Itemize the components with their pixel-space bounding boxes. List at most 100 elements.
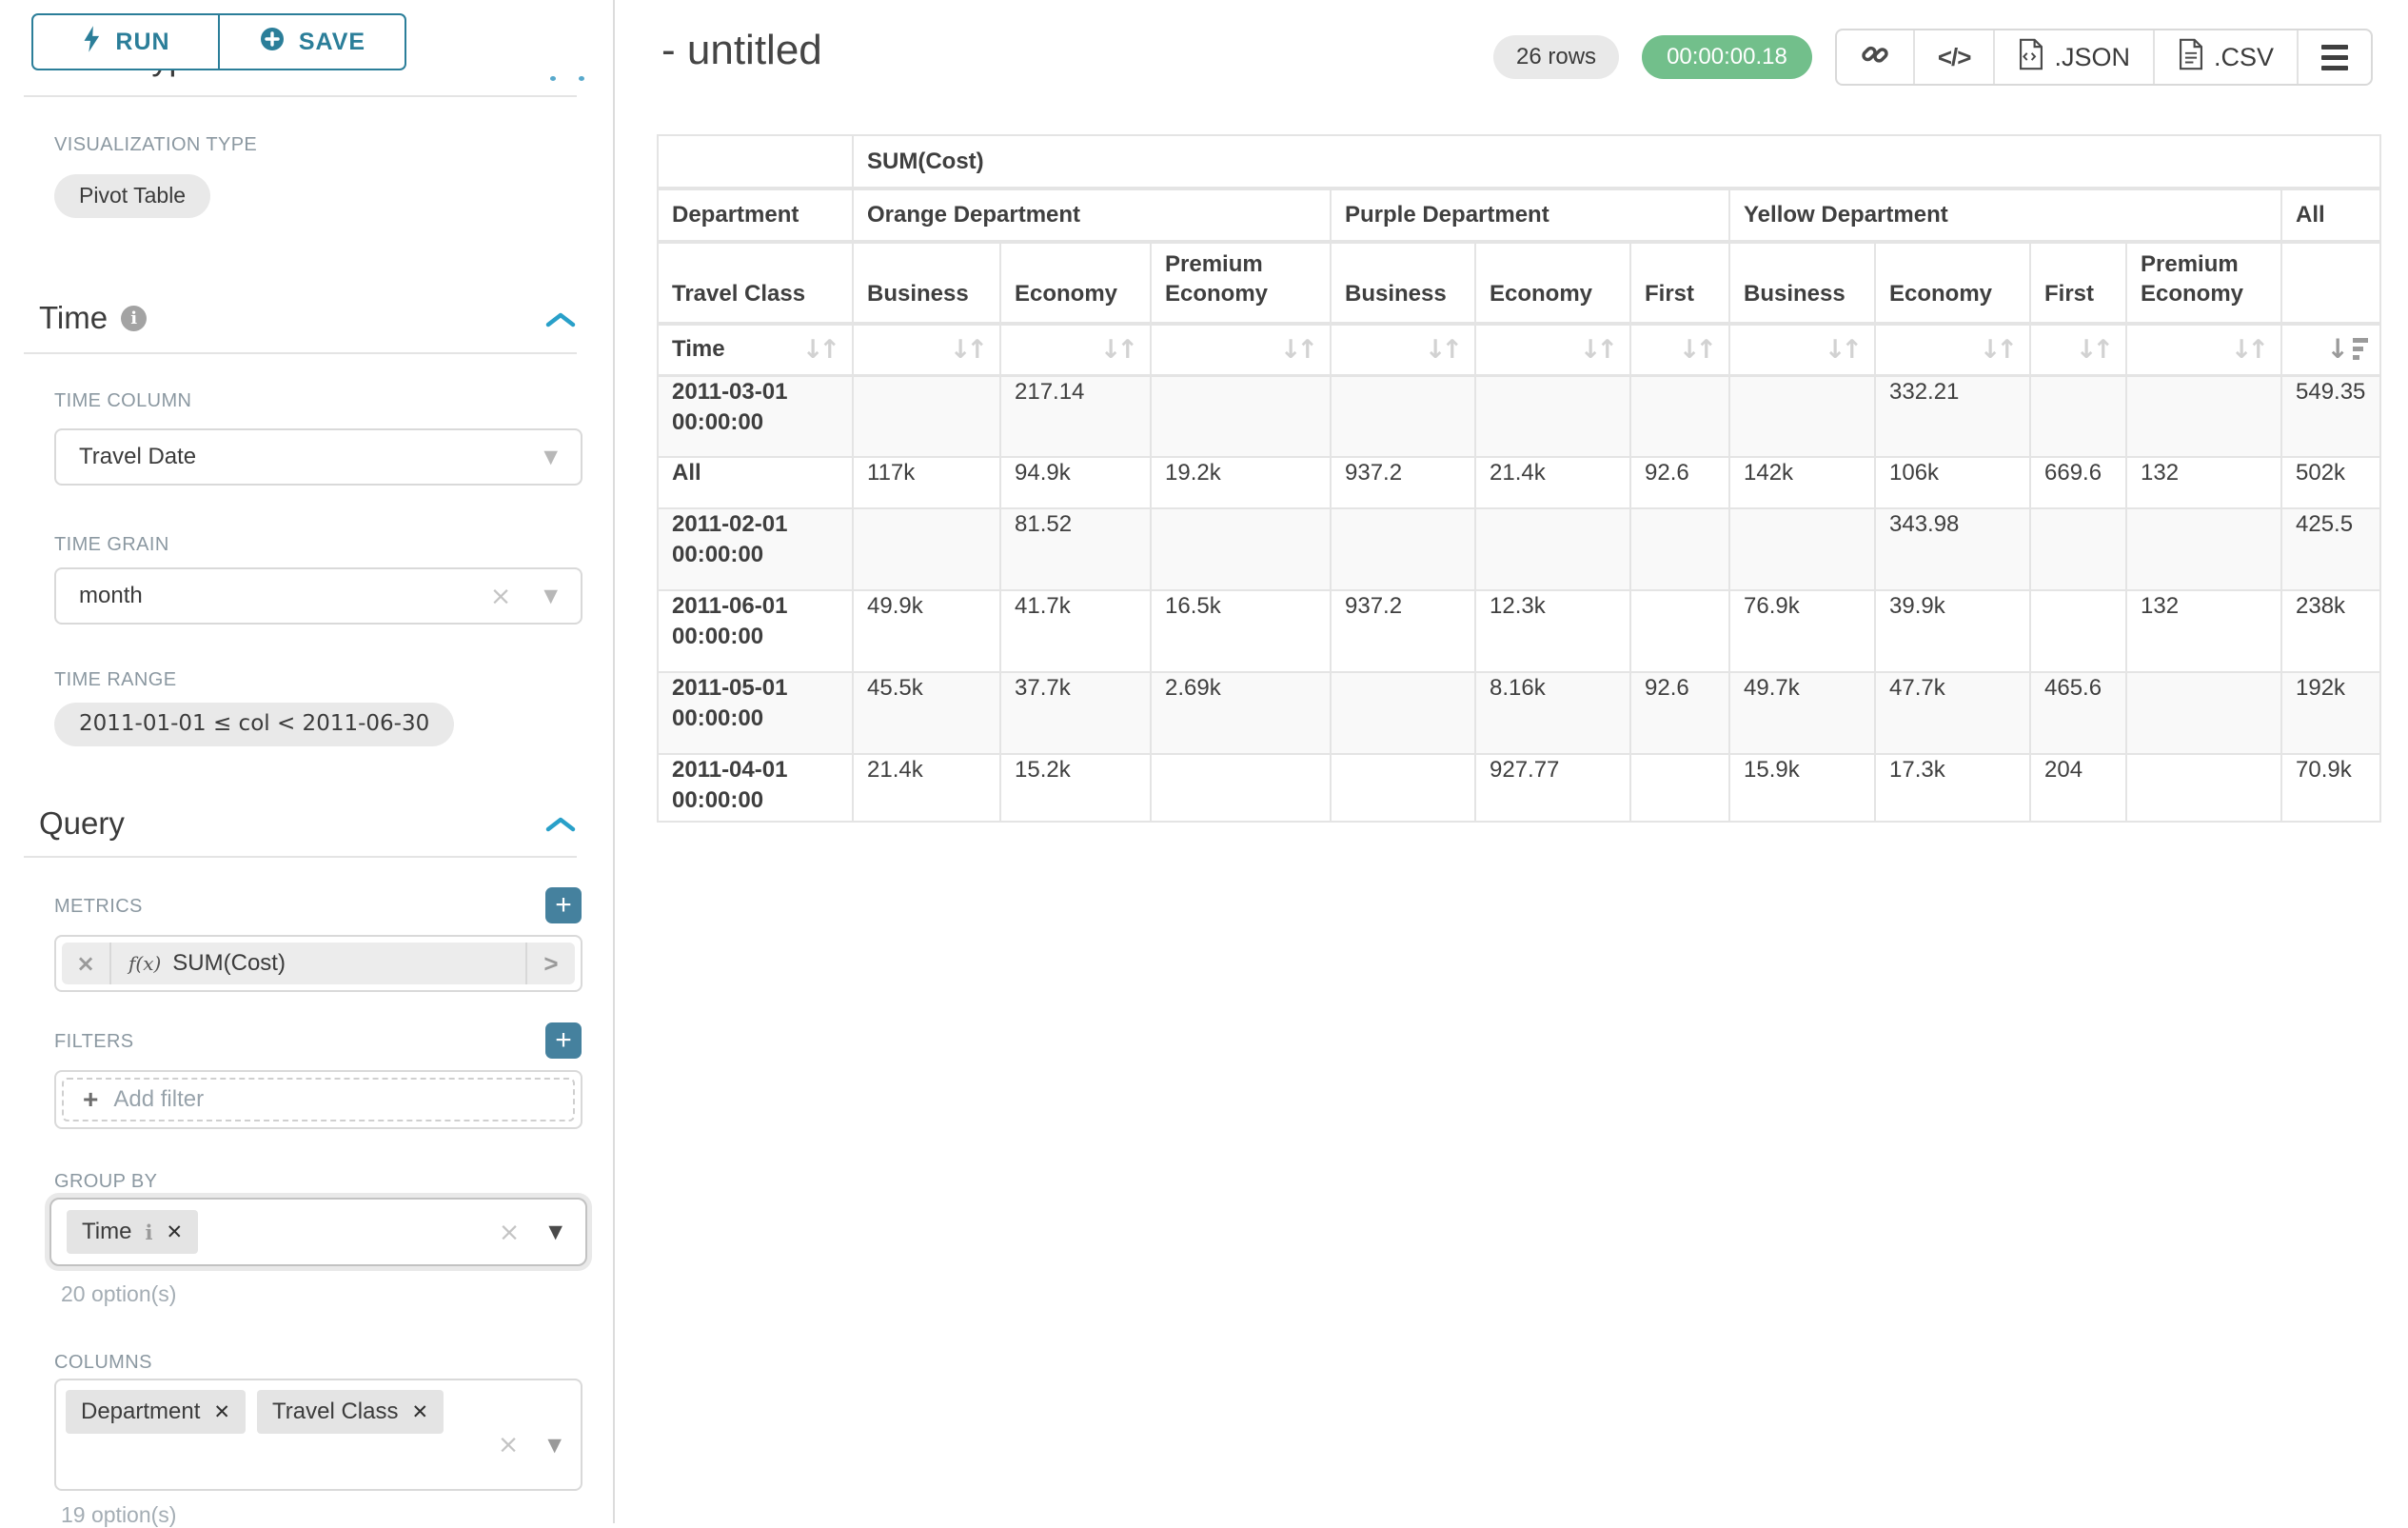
pivot-value-cell: 217.14	[999, 374, 1152, 458]
filters-field: + Add filter	[54, 1070, 582, 1129]
csv-file-icon	[2178, 38, 2204, 77]
pivot-value-cell: 21.4k	[1474, 456, 1631, 509]
time-column-select[interactable]: Travel Date ▼	[54, 428, 582, 486]
pivot-value-cell: 16.5k	[1150, 589, 1332, 673]
table-row: 2011-02-01 00:00:00 81.52 343.98 425.5	[657, 507, 2381, 591]
sort-toggle-icon[interactable]: ↓↑	[1579, 334, 1618, 365]
pivot-value-cell: 12.3k	[1474, 589, 1631, 673]
add-filter-button[interactable]: + Add filter	[62, 1078, 575, 1121]
menu-icon	[2321, 44, 2348, 70]
group-by-select[interactable]: Time i ✕ × ▼	[49, 1198, 587, 1266]
export-csv-button[interactable]: .CSV	[2152, 30, 2297, 84]
filters-label: FILTERS	[54, 1031, 134, 1052]
view-query-button[interactable]: </>	[1912, 30, 1994, 84]
divider	[24, 352, 577, 354]
visualization-type-pill[interactable]: Pivot Table	[54, 174, 211, 218]
remove-chip-icon[interactable]: ✕	[166, 1220, 184, 1243]
run-button-label: RUN	[115, 28, 170, 55]
chevron-up-icon[interactable]	[544, 310, 577, 334]
pivot-value-cell: 19.2k	[1150, 456, 1332, 509]
time-section-header[interactable]: Time i	[39, 300, 148, 336]
table-row: All 117k 94.9k 19.2k 937.2 21.4k 92.6 142k 106k 6…	[657, 456, 2381, 509]
page-title[interactable]: - untitled	[661, 27, 822, 73]
sort-toggle-icon[interactable]: ↓↑	[1979, 334, 2018, 365]
chevron-down-icon: ▼	[543, 446, 558, 467]
sort-toggle-icon[interactable]: ↓↑	[2230, 334, 2269, 365]
chevron-right-icon[interactable]: >	[525, 943, 575, 984]
sort-toggle-icon[interactable]: ↓↑	[1099, 334, 1138, 365]
pivot-value-cell: 669.6	[2029, 456, 2127, 509]
copy-link-button[interactable]	[1837, 30, 1913, 84]
pivot-value-cell: 2.69k	[1150, 671, 1332, 755]
clear-icon[interactable]: ×	[498, 1217, 521, 1247]
sort-toggle-icon[interactable]: ↓↑	[1424, 334, 1463, 365]
columns-select[interactable]: Department ✕ Travel Class ✕ × ▼	[54, 1379, 582, 1491]
menu-button[interactable]	[2297, 30, 2371, 84]
remove-chip-icon[interactable]: ✕	[213, 1400, 230, 1423]
chart-header-actions: 26 rows 00:00:00.18 </>	[1493, 29, 2373, 86]
metric-chip-body: f(x) SUM(Cost)	[111, 943, 525, 984]
pivot-row-header: 2011-06-01 00:00:00	[657, 589, 854, 673]
export-button-group: </> .JSON .CSV	[1834, 29, 2373, 86]
group-by-chip-time[interactable]: Time i ✕	[67, 1210, 199, 1254]
pivot-sort-cell: ↓↑	[852, 323, 1001, 377]
sort-toggle-icon[interactable]: ↓↑	[1279, 334, 1318, 365]
time-range-pill[interactable]: 2011-01-01 ≤ col < 2011-06-30	[54, 703, 455, 746]
pivot-sort-cell: ↓↑	[1728, 323, 1876, 377]
pivot-value-cell	[1330, 374, 1476, 458]
save-button[interactable]: SAVE	[218, 13, 406, 70]
metric-chip[interactable]: × f(x) SUM(Cost) >	[62, 943, 575, 984]
add-filter-label: Add filter	[113, 1086, 205, 1112]
time-range-label: TIME RANGE	[54, 669, 177, 690]
sort-toggle-icon[interactable]: ↓↑	[801, 334, 840, 365]
pivot-value-cell: 94.9k	[999, 456, 1152, 509]
sort-toggle-icon[interactable]: ↓↑	[949, 334, 988, 365]
pivot-class-header: Economy	[999, 241, 1152, 326]
pivot-time-axis-label: Time ↓↑	[657, 323, 854, 377]
pivot-value-cell: 21.4k	[852, 753, 1001, 823]
sort-toggle-icon[interactable]: ↓↑	[1824, 334, 1863, 365]
pivot-class-axis-label: Travel Class	[657, 241, 854, 326]
group-by-options-hint: 20 option(s)	[61, 1281, 177, 1306]
pivot-value-cell: 142k	[1728, 456, 1876, 509]
pivot-dept-group-header: Orange Department	[852, 188, 1332, 244]
sort-descending-icon[interactable]: ↓	[2327, 336, 2368, 363]
chevron-down-icon: ▼	[548, 1221, 563, 1242]
divider	[24, 856, 577, 858]
pivot-value-cell: 45.5k	[852, 671, 1001, 755]
pivot-value-cell	[2125, 671, 2282, 755]
info-icon: i	[121, 305, 148, 331]
pivot-value-cell: 15.9k	[1728, 753, 1876, 823]
pivot-value-cell: 549.35	[2280, 374, 2381, 458]
sort-toggle-icon[interactable]: ↓↑	[1678, 334, 1717, 365]
pivot-value-cell	[1150, 374, 1332, 458]
pivot-dept-group-header: All	[2280, 188, 2381, 244]
export-json-button[interactable]: .JSON	[1993, 30, 2153, 84]
clear-icon[interactable]: ×	[489, 581, 512, 611]
remove-chip-icon[interactable]: ✕	[411, 1400, 429, 1423]
clear-icon[interactable]: ×	[497, 1430, 520, 1459]
pivot-class-header: Premium Economy	[2125, 241, 2282, 326]
pivot-class-header	[2280, 241, 2381, 326]
chevron-down-icon: ▼	[543, 585, 558, 606]
query-section-header[interactable]: Query	[39, 805, 125, 842]
remove-metric-icon[interactable]: ×	[62, 943, 111, 984]
pivot-value-cell: 106k	[1874, 456, 2031, 509]
pivot-value-cell	[2029, 374, 2127, 458]
run-button[interactable]: RUN	[31, 13, 220, 70]
columns-chip-travel-class[interactable]: Travel Class ✕	[257, 1390, 444, 1434]
add-metric-button[interactable]: +	[545, 887, 582, 923]
pivot-row-header: 2011-05-01 00:00:00	[657, 671, 854, 755]
time-grain-select[interactable]: month × ▼	[54, 567, 582, 625]
columns-chip-department[interactable]: Department ✕	[66, 1390, 246, 1434]
add-filter-plus-button[interactable]: +	[545, 1022, 582, 1059]
pivot-value-cell: 238k	[2280, 589, 2381, 673]
pivot-value-cell: 92.6	[1629, 456, 1730, 509]
row-count-badge: 26 rows	[1493, 35, 1620, 79]
divider	[24, 95, 577, 97]
sort-toggle-icon[interactable]: ↓↑	[2075, 334, 2114, 365]
chevron-up-icon[interactable]	[544, 815, 577, 839]
pivot-value-cell	[1629, 589, 1730, 673]
pivot-value-cell: 117k	[852, 456, 1001, 509]
pivot-value-cell	[2029, 507, 2127, 591]
